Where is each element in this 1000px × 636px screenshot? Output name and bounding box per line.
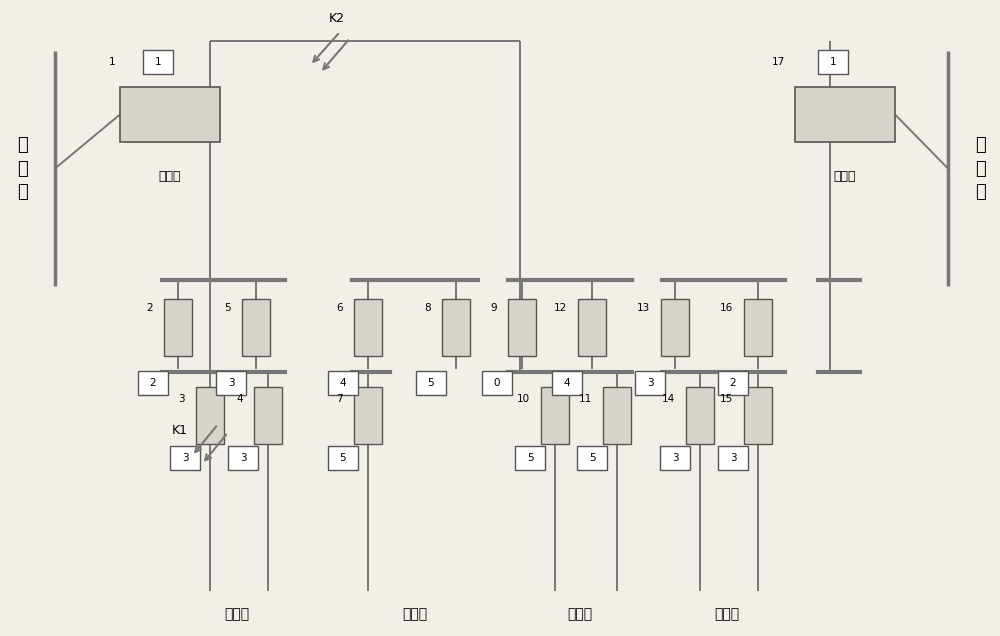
- Text: 3: 3: [730, 453, 736, 463]
- Text: 4: 4: [564, 378, 570, 388]
- Bar: [216, 371, 246, 395]
- Bar: [686, 387, 714, 444]
- Text: 3: 3: [228, 378, 234, 388]
- Text: 5: 5: [340, 453, 346, 463]
- Bar: [635, 371, 665, 395]
- Bar: [242, 299, 270, 356]
- Text: 断路器: 断路器: [834, 170, 856, 183]
- Text: 环网柜: 环网柜: [714, 607, 740, 621]
- Bar: [660, 446, 690, 470]
- Bar: [744, 299, 772, 356]
- Text: 5: 5: [589, 453, 595, 463]
- Text: 3: 3: [672, 453, 678, 463]
- Bar: [120, 88, 220, 142]
- Text: 5: 5: [527, 453, 533, 463]
- Text: 4: 4: [236, 394, 243, 404]
- Bar: [603, 387, 631, 444]
- Text: 5: 5: [224, 303, 231, 314]
- Text: 17: 17: [772, 57, 785, 67]
- Text: 5: 5: [428, 378, 434, 388]
- Bar: [164, 299, 192, 356]
- Text: 1: 1: [155, 57, 161, 67]
- Bar: [354, 387, 382, 444]
- Bar: [718, 371, 748, 395]
- Text: 3: 3: [240, 453, 246, 463]
- Bar: [442, 299, 470, 356]
- Bar: [143, 50, 173, 74]
- Text: 环网柜: 环网柜: [567, 607, 593, 621]
- Bar: [416, 371, 446, 395]
- Bar: [328, 371, 358, 395]
- Text: 1: 1: [830, 57, 836, 67]
- Text: 14: 14: [662, 394, 675, 404]
- Text: 3: 3: [647, 378, 653, 388]
- Text: 9: 9: [490, 303, 497, 314]
- Bar: [254, 387, 282, 444]
- Text: 12: 12: [554, 303, 567, 314]
- Text: 4: 4: [340, 378, 346, 388]
- Bar: [541, 387, 569, 444]
- Bar: [170, 446, 200, 470]
- Text: 11: 11: [579, 394, 592, 404]
- Text: 断路器: 断路器: [159, 170, 181, 183]
- Text: 变
电
站: 变 电 站: [975, 136, 985, 201]
- Text: 2: 2: [146, 303, 153, 314]
- Text: 15: 15: [720, 394, 733, 404]
- Bar: [196, 387, 224, 444]
- Text: 7: 7: [336, 394, 343, 404]
- Bar: [328, 446, 358, 470]
- Bar: [661, 299, 689, 356]
- Bar: [138, 371, 168, 395]
- Bar: [718, 446, 748, 470]
- Bar: [228, 446, 258, 470]
- Bar: [482, 371, 512, 395]
- Bar: [354, 299, 382, 356]
- Text: 2: 2: [150, 378, 156, 388]
- Text: 变
电
站: 变 电 站: [18, 136, 28, 201]
- Text: 环网柜: 环网柜: [402, 607, 428, 621]
- Text: 0: 0: [494, 378, 500, 388]
- Text: 2: 2: [730, 378, 736, 388]
- Bar: [552, 371, 582, 395]
- Text: 环网柜: 环网柜: [224, 607, 250, 621]
- Bar: [515, 446, 545, 470]
- Bar: [508, 299, 536, 356]
- Text: 8: 8: [424, 303, 431, 314]
- Bar: [744, 387, 772, 444]
- Bar: [577, 446, 607, 470]
- Bar: [578, 299, 606, 356]
- Text: 13: 13: [637, 303, 650, 314]
- Text: 3: 3: [182, 453, 188, 463]
- Text: 3: 3: [178, 394, 185, 404]
- Text: K2: K2: [329, 13, 345, 25]
- Text: K1: K1: [172, 424, 188, 437]
- Bar: [818, 50, 848, 74]
- Text: 6: 6: [336, 303, 343, 314]
- Text: 1: 1: [108, 57, 115, 67]
- Text: 16: 16: [720, 303, 733, 314]
- Text: 10: 10: [517, 394, 530, 404]
- Bar: [795, 88, 895, 142]
